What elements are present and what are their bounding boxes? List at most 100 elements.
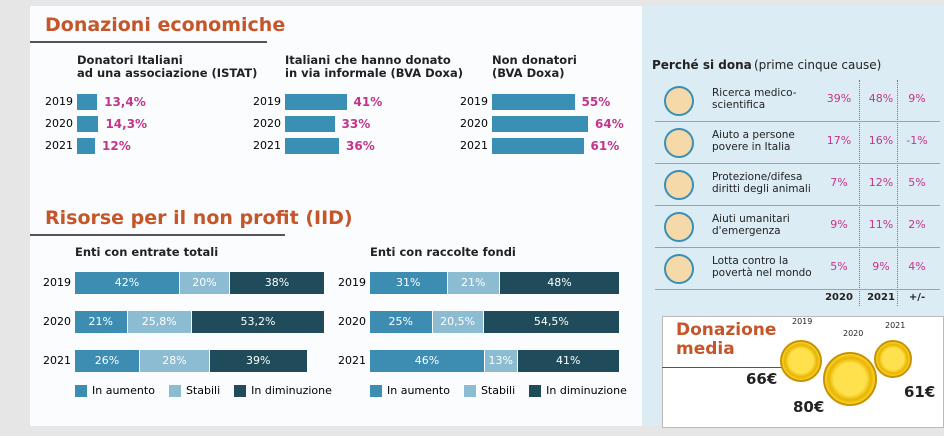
value-label: 26% (75, 350, 139, 372)
y-tick-label: 2021 (241, 138, 281, 154)
y-tick-label: 2019 (448, 94, 488, 110)
legend-item: In aumento (370, 384, 450, 397)
value-label: 38% (230, 272, 324, 294)
cell: 48% (862, 92, 900, 105)
year-label: 2020 (843, 329, 863, 338)
legend-swatch (234, 385, 246, 397)
cell: 11% (862, 218, 900, 231)
bar-segment: 25% (370, 311, 433, 333)
year-label: 2021 (885, 321, 905, 330)
bar-segment: 42% (75, 272, 180, 294)
value-label: 21% (448, 272, 500, 294)
bar (492, 138, 584, 154)
cause-icon (664, 212, 694, 242)
y-tick-label: 2020 (33, 311, 71, 333)
value-label: 61% (591, 138, 620, 154)
coin (823, 352, 877, 406)
bar-segment: 53,2% (192, 311, 325, 333)
y-tick-label: 2020 (241, 116, 281, 132)
bar-segment: 21% (448, 272, 501, 294)
amount: 66€ (746, 370, 777, 388)
value-label: 41% (518, 350, 620, 372)
value-label: 39% (210, 350, 307, 372)
legend-swatch (75, 385, 87, 397)
value-label: 12% (102, 138, 131, 154)
row-divider (655, 247, 940, 248)
cell: 5% (898, 176, 936, 189)
infographic: Donazioni economiche Risorse per il non p… (0, 0, 944, 436)
chart-title: Enti con raccolte fondi (370, 245, 516, 259)
value-label: 14,3% (105, 116, 147, 132)
cause-label: Lotta contro la povertà nel mondo (712, 256, 812, 279)
bar-segment: 54,5% (484, 311, 620, 333)
bar (492, 94, 575, 110)
cell: 9% (862, 260, 900, 273)
y-tick-label: 2019 (33, 272, 71, 294)
bar-segment: 41% (518, 350, 621, 372)
legend-label: In diminuzione (546, 384, 627, 397)
bar-segment: 48% (500, 272, 620, 294)
cause-icon (664, 170, 694, 200)
cause-label: Protezione/difesa diritti degli animali (712, 172, 811, 195)
cell: 4% (898, 260, 936, 273)
bar (77, 116, 98, 132)
cell: 39% (820, 92, 858, 105)
y-tick-label: 2021 (33, 138, 73, 154)
bar (77, 138, 95, 154)
value-label: 55% (582, 94, 611, 110)
section-title: Donazioni economiche (45, 14, 285, 36)
year-label: 2019 (792, 317, 812, 326)
value-label: 25,8% (128, 311, 192, 333)
legend: In aumento Stabili In diminuzione (370, 384, 627, 397)
cause-label: Ricerca medico- scientifica (712, 88, 797, 111)
legend-swatch (529, 385, 541, 397)
legend-item: In diminuzione (234, 384, 332, 397)
bar-segment: 38% (230, 272, 325, 294)
bar (285, 94, 347, 110)
bar-segment: 28% (140, 350, 210, 372)
legend-label: In aumento (387, 384, 450, 397)
section-rule (30, 234, 285, 236)
cell: 9% (898, 92, 936, 105)
y-tick-label: 2021 (448, 138, 488, 154)
value-label: 13% (485, 350, 517, 372)
bar-segment: 31% (370, 272, 448, 294)
value-label: 41% (354, 94, 383, 110)
value-label: 31% (370, 272, 447, 294)
chart-title: Enti con entrate totali (75, 245, 218, 259)
legend-label: In aumento (92, 384, 155, 397)
chart-title: Italiani che hanno donato in via informa… (285, 54, 463, 79)
value-label: 13,4% (104, 94, 146, 110)
cause-icon (664, 128, 694, 158)
value-label: 20,5% (433, 311, 483, 333)
cell: 2% (898, 218, 936, 231)
legend-swatch (169, 385, 181, 397)
y-tick-label: 2019 (328, 272, 366, 294)
cell: -1% (898, 134, 936, 147)
bar (285, 116, 335, 132)
value-label: 48% (500, 272, 619, 294)
column-header: 2020 (820, 292, 858, 303)
bar-segment: 20,5% (433, 311, 484, 333)
value-label: 64% (595, 116, 624, 132)
box-rule (662, 367, 782, 368)
box-title: Donazione media (676, 321, 776, 358)
amount: 61€ (904, 383, 935, 401)
legend-label: Stabili (481, 384, 515, 397)
legend-swatch (370, 385, 382, 397)
table-subtitle: (prime cinque cause) (754, 58, 881, 72)
legend-label: In diminuzione (251, 384, 332, 397)
bar-segment: 13% (485, 350, 518, 372)
value-label: 36% (346, 138, 375, 154)
y-tick-label: 2020 (328, 311, 366, 333)
bar (285, 138, 339, 154)
column-header: +/- (898, 292, 936, 303)
row-divider (655, 289, 940, 290)
value-label: 25% (370, 311, 432, 333)
section-title: Risorse per il non profit (IID) (45, 207, 353, 229)
cause-icon (664, 86, 694, 116)
column-header: 2021 (862, 292, 900, 303)
cause-label: Aiuti umanitari d'emergenza (712, 214, 790, 237)
bar-segment: 20% (180, 272, 230, 294)
